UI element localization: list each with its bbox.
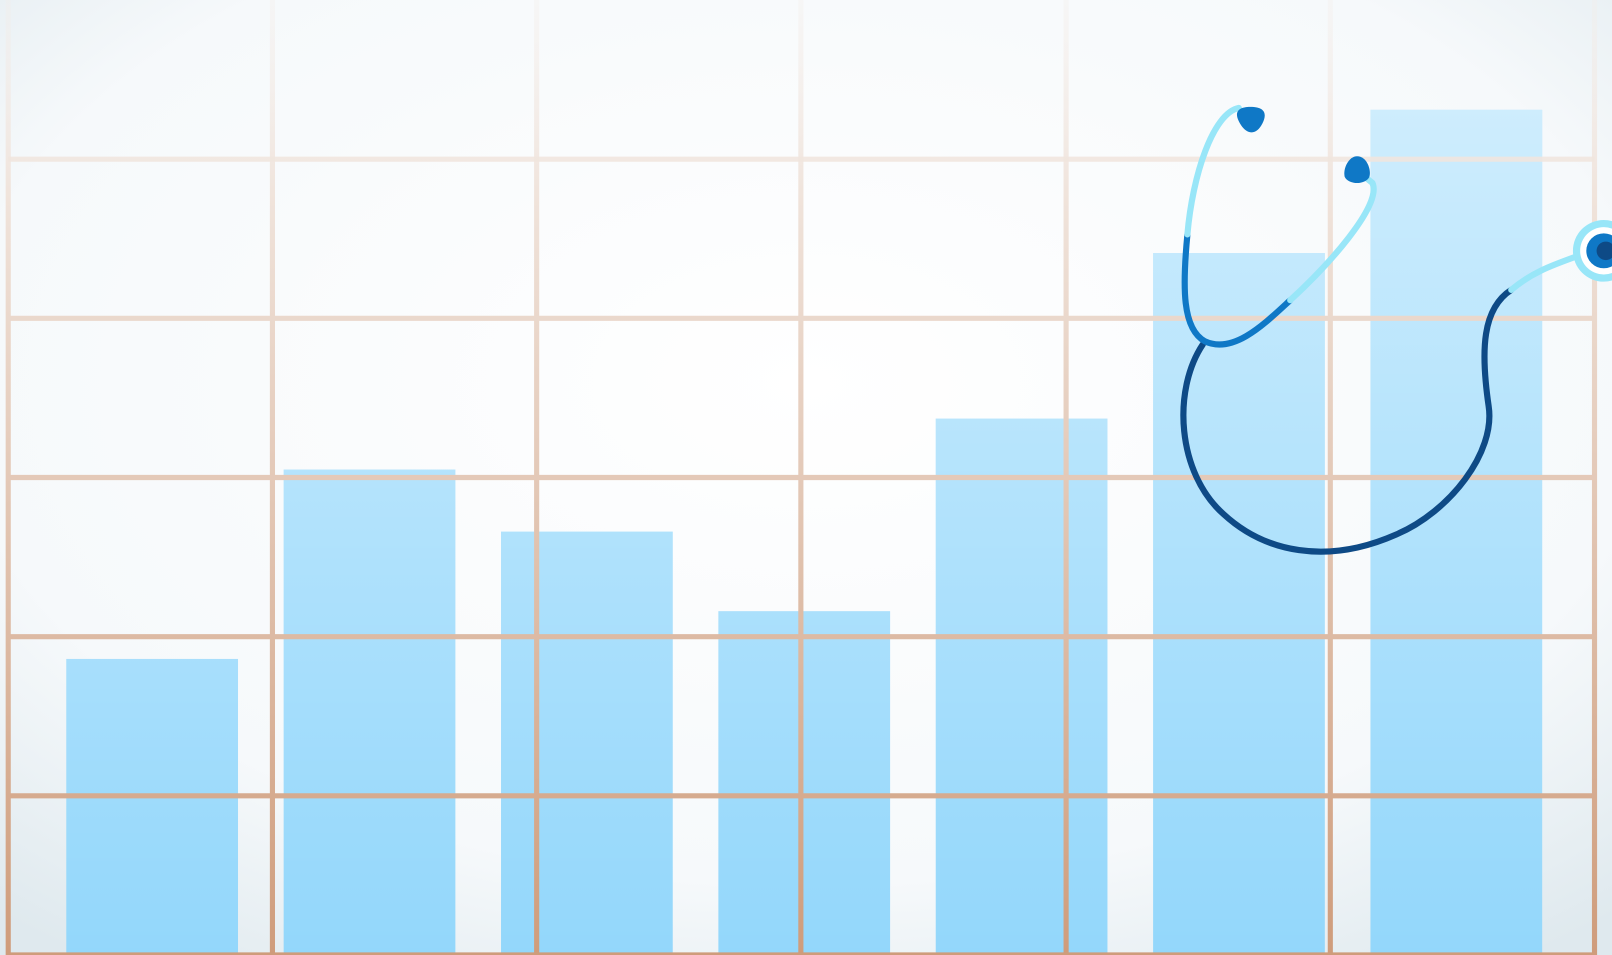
- bar-sheen: [283, 469, 456, 955]
- tube-end: [1508, 253, 1579, 293]
- binaural-left: [1181, 231, 1294, 348]
- ear-tube-right: [1287, 171, 1377, 304]
- bar-sheen: [935, 418, 1108, 955]
- chest-piece-center: [1596, 241, 1612, 261]
- tube: [1180, 286, 1515, 555]
- bar-sheen: [718, 611, 891, 955]
- bar-sheen: [501, 531, 673, 955]
- earpiece: [1344, 156, 1370, 183]
- earpiece: [1236, 106, 1265, 133]
- ear-tube-left: [1184, 104, 1242, 238]
- stethoscope: [1180, 104, 1612, 555]
- bar-sheen: [66, 658, 239, 955]
- bars: [66, 109, 1543, 955]
- bar-sheen: [1153, 253, 1325, 955]
